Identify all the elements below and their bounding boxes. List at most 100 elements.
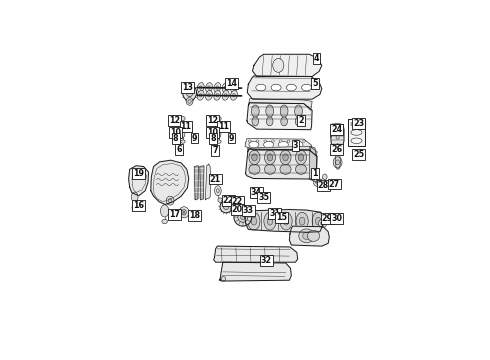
Ellipse shape [183,126,188,130]
Ellipse shape [336,160,340,165]
Text: 10: 10 [207,128,219,137]
Ellipse shape [231,204,241,214]
Ellipse shape [183,84,196,101]
Polygon shape [200,166,204,200]
Ellipse shape [251,217,257,225]
Bar [223,126,228,130]
Text: 6: 6 [176,145,182,154]
Text: 7: 7 [212,146,218,155]
Ellipse shape [222,122,227,127]
Text: 25: 25 [353,150,364,158]
Text: 21: 21 [210,175,220,184]
Ellipse shape [234,208,252,226]
Text: 4: 4 [314,54,319,63]
Bar [187,126,192,130]
Text: 27: 27 [329,180,340,189]
Polygon shape [219,262,292,281]
Ellipse shape [264,141,273,148]
Ellipse shape [181,140,185,143]
Ellipse shape [271,140,274,142]
Text: 35: 35 [258,193,269,202]
Polygon shape [205,164,211,200]
Ellipse shape [279,140,282,142]
Ellipse shape [208,94,210,97]
Ellipse shape [230,90,237,100]
Text: 26: 26 [331,145,342,154]
Ellipse shape [252,154,257,161]
Ellipse shape [161,205,169,217]
Bar [348,120,365,146]
Ellipse shape [205,83,213,93]
Text: 31: 31 [269,209,280,218]
Ellipse shape [267,117,273,126]
Text: 29: 29 [322,214,333,223]
Text: 30: 30 [331,214,342,223]
Ellipse shape [188,99,191,103]
Ellipse shape [283,217,289,225]
Ellipse shape [251,105,259,117]
Ellipse shape [249,164,260,174]
Ellipse shape [178,126,184,130]
Text: 22: 22 [232,197,243,206]
Text: 13: 13 [182,83,193,92]
Ellipse shape [281,117,288,126]
Ellipse shape [333,157,342,168]
Ellipse shape [265,150,275,165]
Ellipse shape [223,204,229,210]
Ellipse shape [265,164,275,174]
Ellipse shape [299,217,305,225]
Text: 24: 24 [331,125,342,134]
Ellipse shape [295,140,298,142]
Ellipse shape [299,229,314,243]
Ellipse shape [314,178,322,186]
Ellipse shape [205,90,213,100]
Ellipse shape [280,150,291,165]
Ellipse shape [248,212,260,230]
Ellipse shape [336,136,339,139]
Ellipse shape [264,140,267,142]
Ellipse shape [214,126,220,130]
Ellipse shape [180,116,185,121]
Ellipse shape [216,86,219,89]
Polygon shape [195,166,198,200]
Ellipse shape [214,90,221,100]
Polygon shape [245,210,324,232]
Ellipse shape [224,86,227,89]
Ellipse shape [312,212,324,230]
Ellipse shape [303,232,311,239]
Ellipse shape [224,94,227,97]
Ellipse shape [221,276,225,281]
Ellipse shape [283,154,288,161]
Ellipse shape [186,122,191,127]
Ellipse shape [280,212,292,230]
Ellipse shape [197,83,204,93]
Ellipse shape [215,186,221,195]
Polygon shape [290,226,329,246]
Ellipse shape [256,140,259,142]
Ellipse shape [322,174,327,180]
Text: 2: 2 [298,116,304,125]
Ellipse shape [280,164,291,174]
Ellipse shape [234,207,238,211]
Text: 14: 14 [226,79,237,88]
Text: 18: 18 [189,211,200,220]
Text: 23: 23 [353,119,364,128]
Ellipse shape [131,192,138,202]
Ellipse shape [273,58,284,72]
Ellipse shape [295,117,302,126]
Text: 28: 28 [318,181,329,190]
Ellipse shape [132,205,138,210]
Polygon shape [247,76,322,99]
Polygon shape [252,54,322,76]
Ellipse shape [294,105,302,117]
Ellipse shape [266,105,273,117]
Text: 32: 32 [261,256,272,265]
Text: 15: 15 [276,213,287,222]
Ellipse shape [280,105,288,117]
Ellipse shape [217,189,219,193]
Ellipse shape [216,116,221,121]
Ellipse shape [318,219,327,228]
Text: 17: 17 [170,210,180,219]
Text: 1: 1 [312,169,318,178]
Ellipse shape [286,84,296,91]
